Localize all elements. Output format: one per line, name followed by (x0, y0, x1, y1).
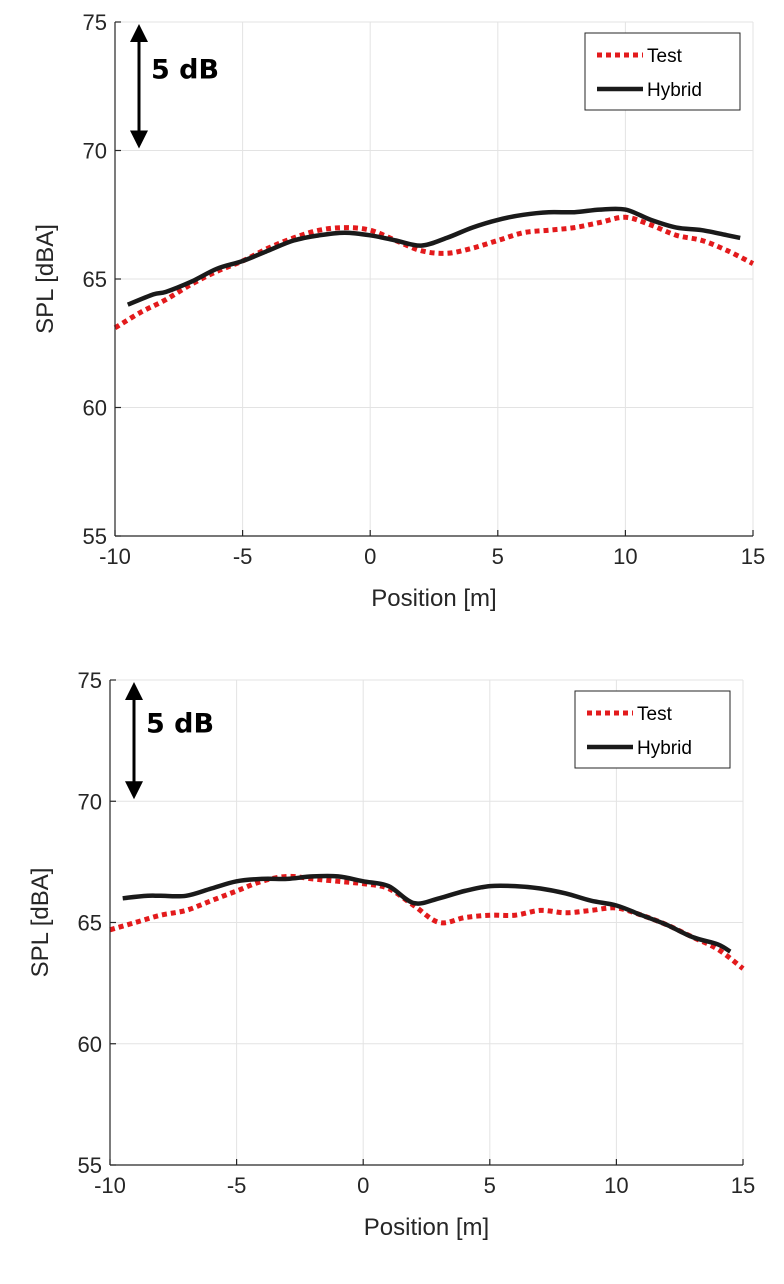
y-axis-label: SPL [dBA] (32, 224, 59, 334)
series-line-test (113, 214, 755, 330)
x-tick-label: 10 (613, 544, 637, 569)
y-tick-label: 60 (83, 396, 107, 421)
x-tick-label: -5 (233, 544, 253, 569)
legend-label-hybrid: Hybrid (637, 738, 692, 759)
x-tick-label: 15 (731, 1173, 755, 1198)
x-tick-label: 10 (604, 1173, 628, 1198)
x-tick-label: 5 (492, 544, 504, 569)
legend-box (574, 690, 731, 769)
series-line-hybrid (122, 873, 732, 954)
x-tick-label: 15 (741, 544, 765, 569)
y-tick-label: 70 (78, 789, 102, 814)
y-tick-label: 70 (83, 139, 107, 164)
legend-box (584, 32, 741, 111)
annotation-label: 5 dB (151, 54, 219, 85)
legend-label-test: Test (647, 46, 683, 67)
annotation-arrow-down-icon (125, 781, 143, 800)
y-tick-label: 55 (83, 524, 107, 549)
annotation-arrow-down-icon (130, 130, 148, 149)
annotation-label: 5 dB (146, 709, 214, 740)
y-tick-label: 65 (78, 911, 102, 936)
x-tick-label: -5 (227, 1173, 247, 1198)
legend-label-hybrid: Hybrid (647, 80, 702, 101)
x-axis-label: Position [m] (371, 585, 496, 612)
y-tick-label: 60 (78, 1032, 102, 1057)
x-tick-label: -10 (94, 1173, 126, 1198)
y-axis-label: SPL [dBA] (27, 868, 54, 978)
chart-1: -10 -5 0 5 10 15 55 60 65 70 75 Position [m] SPL [dB… (32, 10, 765, 612)
x-axis-label: Position [m] (364, 1214, 489, 1241)
y-tick-label: 75 (83, 10, 107, 35)
x-tick-label: 0 (357, 1173, 369, 1198)
annotation-arrow-up-icon (130, 24, 148, 42)
series-line-hybrid (126, 206, 741, 307)
y-tick-label: 65 (83, 267, 107, 292)
x-tick-label: -10 (99, 544, 131, 569)
y-tick-label: 75 (78, 668, 102, 693)
annotation-arrow-up-icon (125, 682, 143, 700)
x-tick-label: 0 (364, 544, 376, 569)
x-tick-label: 5 (484, 1173, 496, 1198)
legend-label-test: Test (637, 704, 673, 725)
chart-2: -10 -5 0 5 10 15 55 60 65 70 75 Position [m] SPL [dB… (27, 668, 755, 1241)
y-tick-label: 55 (78, 1153, 102, 1178)
